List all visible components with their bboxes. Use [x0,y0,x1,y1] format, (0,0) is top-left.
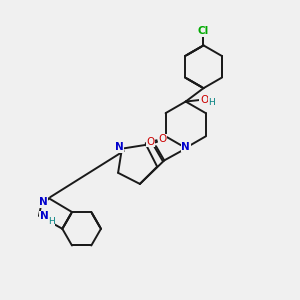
Text: H: H [48,217,55,226]
Text: N: N [115,142,124,152]
Text: N: N [181,142,190,152]
Text: O: O [200,95,208,105]
Text: Cl: Cl [198,26,209,36]
Text: O: O [158,134,166,145]
Text: N: N [39,197,48,207]
Text: H: H [208,98,215,107]
Text: O: O [146,137,155,147]
Text: N: N [40,211,49,221]
